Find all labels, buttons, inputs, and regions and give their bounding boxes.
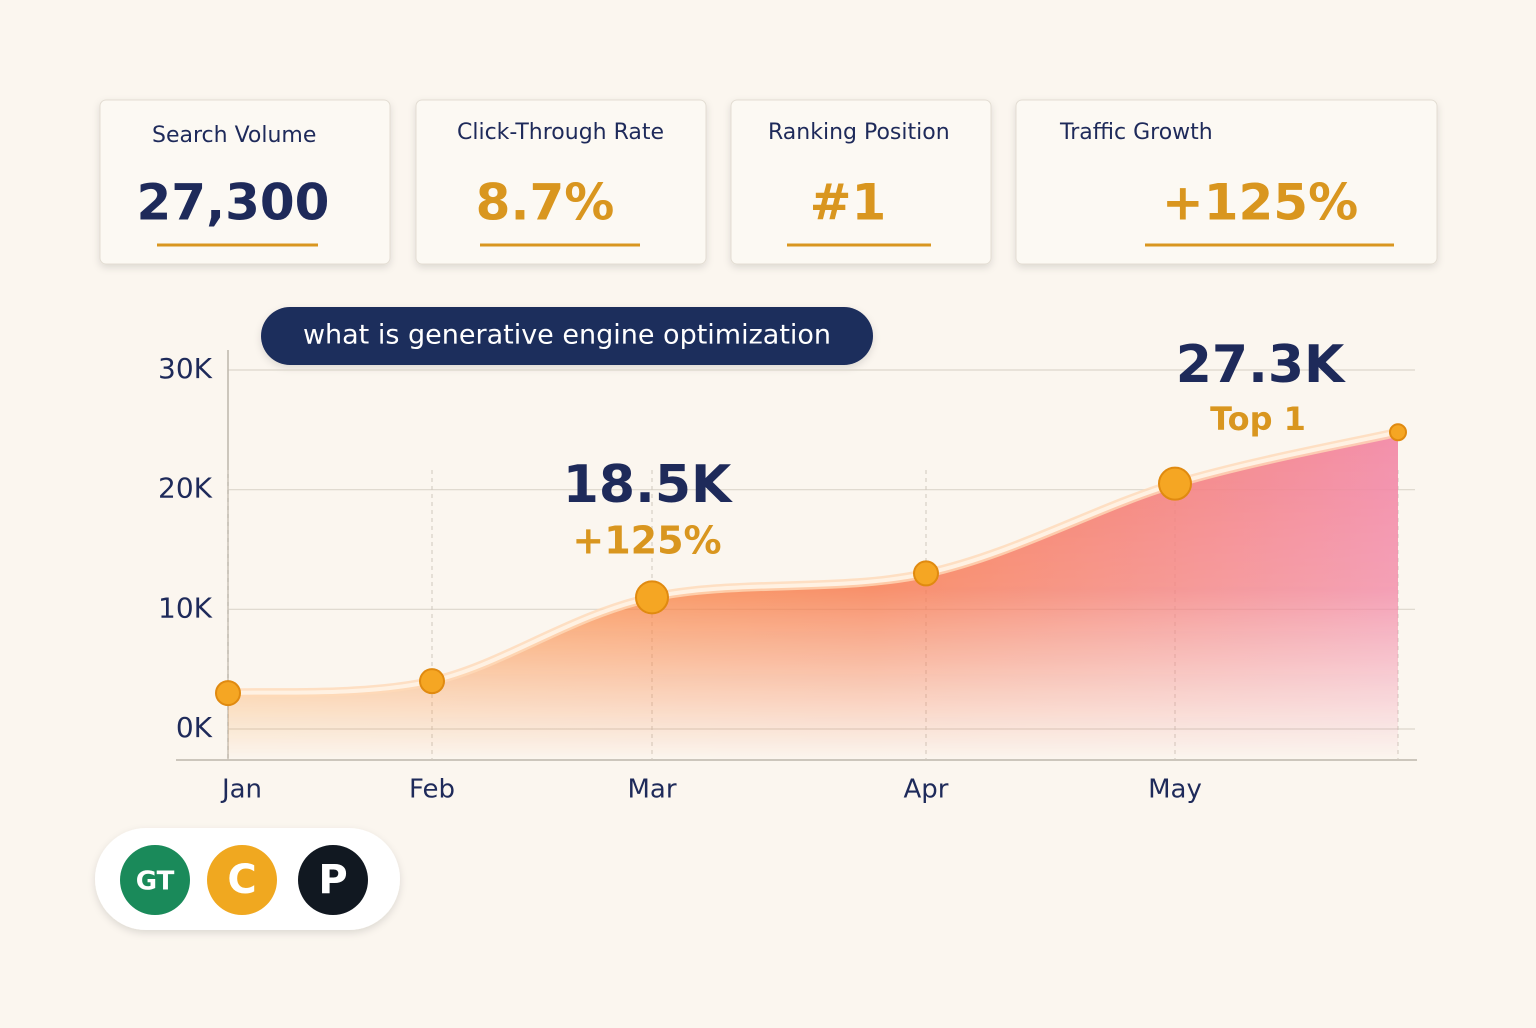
metric-card	[730, 99, 992, 265]
card-value: #1	[810, 174, 887, 232]
point	[419, 668, 445, 695]
logo-icon	[298, 845, 368, 915]
card-title: Search Volume	[152, 123, 316, 148]
y-tick-label: 30K	[158, 352, 213, 385]
area	[228, 432, 1398, 760]
metric-card	[99, 99, 391, 265]
card-value: 8.7%	[476, 174, 615, 232]
card-title: Ranking Position	[768, 120, 950, 145]
point	[1389, 423, 1407, 442]
card-title: Click-Through Rate	[457, 120, 664, 145]
card-title: Traffic Growth	[1059, 120, 1213, 145]
y-tick-label: 10K	[158, 591, 213, 624]
logo-letter: P	[318, 857, 347, 903]
point	[215, 680, 241, 707]
annotation: 18.5K	[563, 455, 733, 515]
logo-letter: C	[227, 857, 256, 903]
query-pill	[261, 307, 873, 365]
x-tick-label: May	[1148, 775, 1202, 805]
x-tick-label: Apr	[904, 775, 949, 805]
annotation: Top 1	[1210, 400, 1306, 438]
x-tick-label: Jan	[220, 775, 262, 805]
card-value: 27,300	[137, 174, 330, 232]
annotation: +125%	[572, 519, 721, 563]
point	[635, 580, 669, 615]
logo-letter: GT	[136, 867, 175, 897]
card-value: +125%	[1162, 174, 1358, 232]
x-tick-label: Mar	[627, 775, 676, 805]
point	[1158, 466, 1192, 501]
metric-card	[1015, 99, 1438, 265]
point	[913, 560, 939, 587]
query-text: what is generative engine optimization	[303, 320, 831, 351]
y-tick-label: 20K	[158, 472, 213, 505]
logo-icon	[207, 845, 277, 915]
x-tick-label: Feb	[409, 775, 455, 805]
annotation: 27.3K	[1176, 335, 1346, 395]
metric-card	[415, 99, 707, 265]
logo-icon	[120, 845, 190, 915]
y-tick-label: 0K	[176, 711, 213, 744]
